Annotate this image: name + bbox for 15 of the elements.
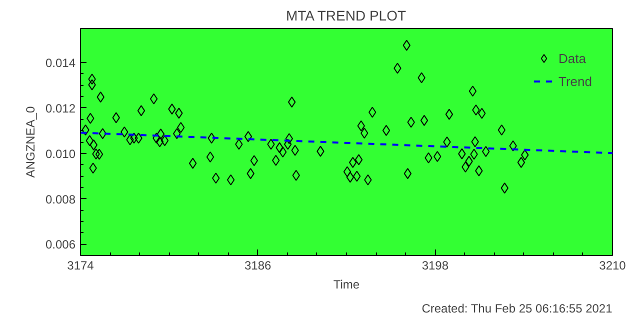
chart-title: MTA TREND PLOT: [286, 8, 406, 24]
y-tick-label: 0.014: [45, 56, 76, 70]
y-axis-title: ANGZNEA_0: [23, 106, 38, 178]
y-tick-label: 0.012: [45, 101, 76, 116]
y-tick-label: 0.006: [45, 238, 76, 252]
x-tick-label: 3210: [599, 258, 626, 272]
legend-label: Data: [558, 50, 586, 66]
y-tick-label: 0.008: [45, 192, 76, 206]
x-tick-label: 3174: [67, 258, 94, 272]
x-axis-title: Time: [333, 278, 360, 292]
x-tick-label: 3198: [422, 258, 449, 272]
x-tick-label: 3186: [244, 258, 272, 272]
text: Created: Thu Feb 25 06:16:55 2021: [422, 302, 613, 316]
y-tick-label: 0.010: [45, 146, 76, 161]
legend-label: Trend: [558, 74, 592, 88]
